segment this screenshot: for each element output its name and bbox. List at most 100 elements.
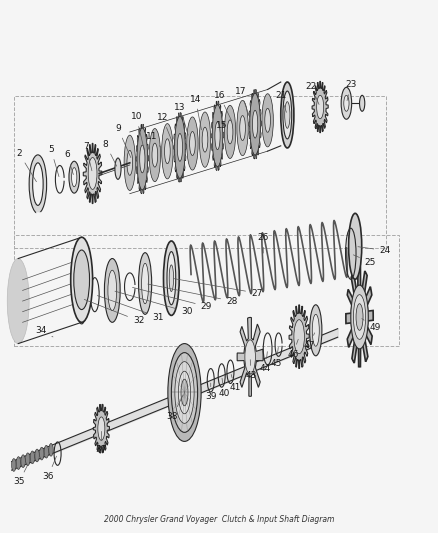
Ellipse shape [177,133,182,161]
Text: 31: 31 [97,296,164,321]
Ellipse shape [178,371,190,414]
Ellipse shape [69,161,79,193]
Text: 13: 13 [174,102,187,135]
Ellipse shape [166,252,175,305]
Text: 29: 29 [132,287,212,311]
Polygon shape [93,404,109,453]
Ellipse shape [98,417,105,440]
Ellipse shape [141,263,148,304]
Text: 43: 43 [245,360,256,380]
Ellipse shape [137,128,147,190]
Polygon shape [211,101,223,171]
Ellipse shape [293,320,304,354]
Ellipse shape [249,93,260,155]
Text: 2: 2 [16,149,36,182]
Ellipse shape [49,443,53,456]
Ellipse shape [284,102,289,128]
Polygon shape [173,112,186,182]
Text: 26: 26 [257,233,268,253]
Text: 5: 5 [48,145,59,176]
Text: 41: 41 [229,375,240,392]
Polygon shape [248,90,261,159]
Polygon shape [237,318,262,397]
Ellipse shape [7,259,29,344]
Ellipse shape [138,253,151,314]
Ellipse shape [32,163,43,205]
Ellipse shape [174,362,194,423]
Ellipse shape [88,158,97,189]
Text: 44: 44 [259,352,270,373]
Text: 28: 28 [148,284,237,305]
Polygon shape [345,267,372,367]
Text: 39: 39 [205,383,216,401]
Text: 23: 23 [344,80,356,101]
Ellipse shape [180,379,187,406]
Ellipse shape [252,110,257,138]
Ellipse shape [237,100,248,156]
Ellipse shape [163,241,179,316]
Ellipse shape [167,344,201,441]
Ellipse shape [350,285,367,349]
Text: 12: 12 [156,113,172,143]
Ellipse shape [44,445,49,458]
Ellipse shape [340,87,351,119]
Text: 16: 16 [213,91,231,120]
Ellipse shape [201,127,207,152]
Ellipse shape [115,158,121,179]
Ellipse shape [127,150,132,175]
Text: 21: 21 [275,91,286,112]
Ellipse shape [212,105,222,167]
Ellipse shape [311,314,318,346]
Ellipse shape [74,250,89,310]
Ellipse shape [353,295,365,340]
Ellipse shape [139,145,145,173]
Ellipse shape [309,305,321,356]
Polygon shape [83,143,102,204]
Text: 25: 25 [353,255,375,266]
Text: 38: 38 [166,395,183,421]
Ellipse shape [224,106,235,158]
Text: 8: 8 [102,140,117,166]
Ellipse shape [71,167,77,187]
Text: 24: 24 [357,246,390,255]
Ellipse shape [244,340,255,374]
Ellipse shape [174,117,185,178]
Text: 49: 49 [361,319,380,332]
Text: 2000 Chrysler Grand Voyager  Clutch & Input Shaft Diagram: 2000 Chrysler Grand Voyager Clutch & Inp… [104,515,334,524]
Ellipse shape [12,458,16,471]
Ellipse shape [280,82,293,148]
Ellipse shape [104,259,120,322]
Text: 6: 6 [64,150,73,174]
Ellipse shape [16,457,21,470]
Text: 11: 11 [145,132,160,148]
Polygon shape [136,124,148,194]
Ellipse shape [239,116,245,141]
Text: 14: 14 [189,94,201,130]
Text: 7: 7 [83,142,92,171]
Ellipse shape [35,449,39,462]
Ellipse shape [161,124,173,179]
Ellipse shape [186,117,198,170]
Text: 32: 32 [84,300,144,325]
Ellipse shape [124,135,135,190]
Ellipse shape [30,451,35,464]
Text: 35: 35 [13,465,28,486]
Ellipse shape [149,128,160,182]
Text: 9: 9 [115,124,131,158]
Ellipse shape [264,108,270,132]
Text: 34: 34 [35,326,53,337]
Ellipse shape [78,282,85,314]
Ellipse shape [343,95,348,111]
Polygon shape [311,82,328,133]
Text: 27: 27 [174,279,262,297]
Text: 45: 45 [270,348,282,368]
Ellipse shape [359,95,364,111]
Ellipse shape [199,112,210,167]
Ellipse shape [355,304,362,330]
Ellipse shape [39,447,44,460]
Ellipse shape [25,453,30,466]
Ellipse shape [214,122,219,150]
Text: 22: 22 [305,82,318,104]
Ellipse shape [108,270,117,311]
Ellipse shape [316,95,323,119]
